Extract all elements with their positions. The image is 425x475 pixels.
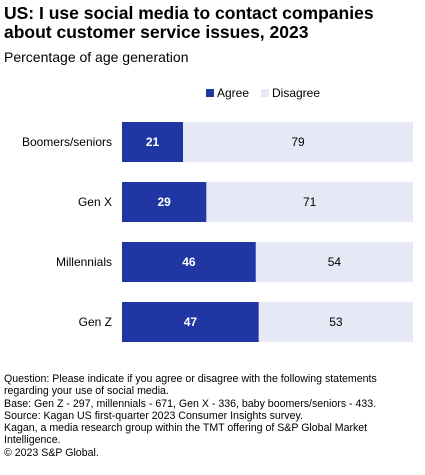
legend-swatch-agree (206, 89, 214, 97)
bar-segment-disagree (258, 302, 413, 342)
legend-swatch-disagree (261, 89, 269, 97)
bar-segment-disagree (255, 242, 413, 282)
chart-subtitle: Percentage of age generation (4, 49, 189, 65)
stacked-bar-chart: Agree Disagree Boomers/seniors 21 79 Gen X 2… (22, 86, 413, 342)
data-label-disagree: 53 (329, 315, 343, 329)
footer-base: Base: Gen Z - 297, millennials - 671, Ge… (4, 397, 377, 410)
bar-segment-agree (122, 122, 184, 162)
chart-title: US: I use social media to contact compan… (4, 3, 374, 42)
footer-question: Question: Please indicate if you agree o… (4, 373, 377, 398)
data-label-disagree: 54 (328, 255, 342, 269)
data-label-agree: 21 (146, 135, 160, 149)
footer-kagan: Kagan, a media research group within the… (4, 422, 368, 447)
bar-segment-agree (122, 242, 256, 282)
legend: Agree Disagree (206, 86, 320, 100)
category-label: Millennials (56, 255, 112, 269)
bar-segment-agree (122, 182, 207, 222)
data-label-agree: 47 (184, 315, 198, 329)
category-label: Boomers/seniors (22, 135, 112, 149)
data-label-disagree: 79 (291, 135, 305, 149)
bar-segment-disagree (206, 182, 413, 222)
data-label-disagree: 71 (303, 195, 317, 209)
footer-source: Source: Kagan US first-quarter 2023 Cons… (4, 409, 303, 422)
bar-segment-disagree (183, 122, 413, 162)
category-label: Gen X (78, 195, 112, 209)
category-label: Gen Z (79, 315, 112, 329)
bars-group: Boomers/seniors 21 79 Gen X 29 71 Millennials 4… (22, 122, 413, 342)
bar-segment-agree (122, 302, 259, 342)
legend-label-disagree: Disagree (272, 86, 320, 100)
data-label-agree: 46 (182, 255, 196, 269)
footer-notes: Question: Please indicate if you agree o… (4, 373, 422, 459)
footer-copyright: © 2023 S&P Global. (4, 446, 99, 459)
legend-label-agree: Agree (217, 86, 249, 100)
data-label-agree: 29 (158, 195, 172, 209)
